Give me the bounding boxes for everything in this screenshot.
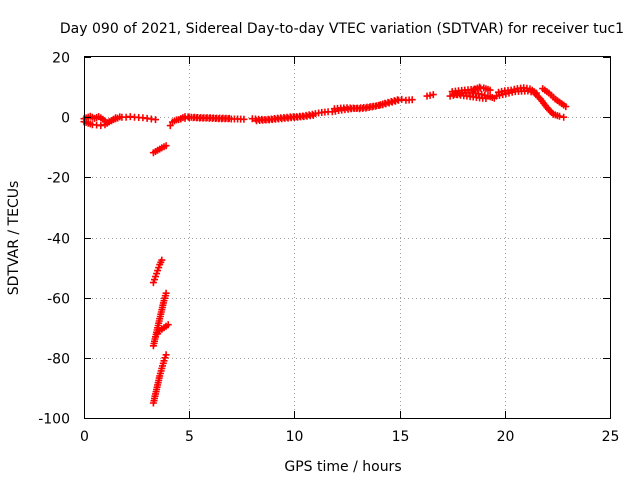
y-tick-label: 0	[61, 111, 70, 127]
data-point	[532, 89, 540, 97]
y-tick-label: 20	[52, 51, 70, 67]
data-point	[562, 103, 570, 111]
data-point	[476, 83, 484, 91]
data-point	[152, 116, 159, 124]
data-points	[80, 83, 570, 407]
x-tick-label: 10	[286, 429, 304, 445]
x-tick-label: 15	[392, 429, 410, 445]
data-point	[309, 111, 317, 119]
data-point	[384, 98, 392, 106]
chart-title: Day 090 of 2021, Sidereal Day-to-day VTE…	[60, 21, 624, 37]
data-point	[112, 114, 120, 122]
data-point	[390, 97, 398, 105]
data-point	[162, 351, 170, 359]
x-tick-label: 5	[185, 429, 194, 445]
x-tick-label: 20	[497, 429, 515, 445]
data-point	[482, 95, 490, 102]
x-axis-title: GPS time / hours	[284, 459, 401, 475]
data-point	[486, 86, 494, 94]
y-axis-title: SDTVAR / TECUs	[6, 181, 22, 296]
data-point	[225, 114, 233, 122]
data-point	[240, 115, 248, 123]
tick-labels: 0 5 10 15 20 25 -100 -80 -60 -40 -20 0 20	[38, 51, 619, 446]
y-tick-label: -100	[38, 412, 70, 428]
x-tick-label: 0	[80, 429, 89, 445]
data-point	[429, 91, 437, 99]
y-tick-label: -40	[47, 232, 70, 248]
plot-frame	[84, 56, 611, 419]
axis-ticks	[84, 57, 611, 419]
data-point	[158, 256, 166, 264]
data-point	[162, 142, 170, 150]
data-point	[166, 122, 174, 130]
data-point	[162, 289, 170, 297]
data-point	[97, 122, 105, 130]
y-tick-label: -60	[47, 292, 70, 308]
y-tick-label: -80	[47, 352, 70, 368]
data-point	[556, 112, 563, 120]
y-tick-label: -20	[47, 171, 70, 187]
data-point	[164, 321, 172, 329]
data-point	[394, 96, 401, 104]
x-tick-label: 25	[602, 429, 620, 445]
data-point	[408, 96, 416, 104]
data-point	[560, 113, 568, 121]
data-point	[116, 113, 124, 121]
